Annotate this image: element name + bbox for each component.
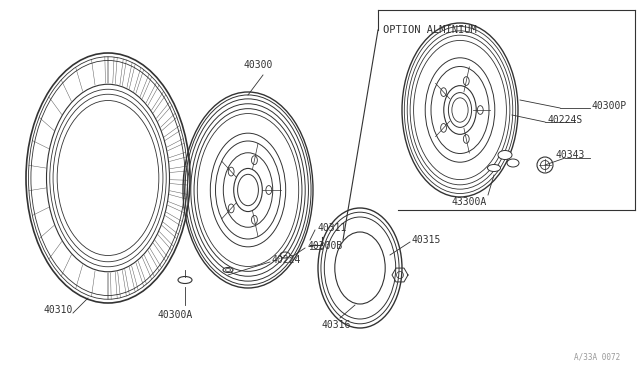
Text: 40300: 40300 — [243, 60, 273, 70]
Text: 43300A: 43300A — [452, 197, 487, 207]
Ellipse shape — [507, 159, 519, 167]
Text: OPTION ALMINIUM: OPTION ALMINIUM — [383, 25, 477, 35]
Text: 40300A: 40300A — [158, 310, 193, 320]
Text: 40311: 40311 — [318, 223, 348, 233]
Ellipse shape — [223, 267, 233, 273]
Ellipse shape — [498, 151, 512, 160]
Text: A/33A 0072: A/33A 0072 — [573, 353, 620, 362]
Text: 40224S: 40224S — [548, 115, 583, 125]
Text: 40310: 40310 — [43, 305, 72, 315]
Text: 40224: 40224 — [272, 255, 301, 265]
Ellipse shape — [488, 164, 500, 171]
Text: 40315: 40315 — [412, 235, 442, 245]
Text: 40343: 40343 — [555, 150, 584, 160]
Text: 40300B: 40300B — [308, 241, 343, 251]
Text: 40300P: 40300P — [592, 101, 627, 111]
Text: 40316: 40316 — [322, 320, 351, 330]
